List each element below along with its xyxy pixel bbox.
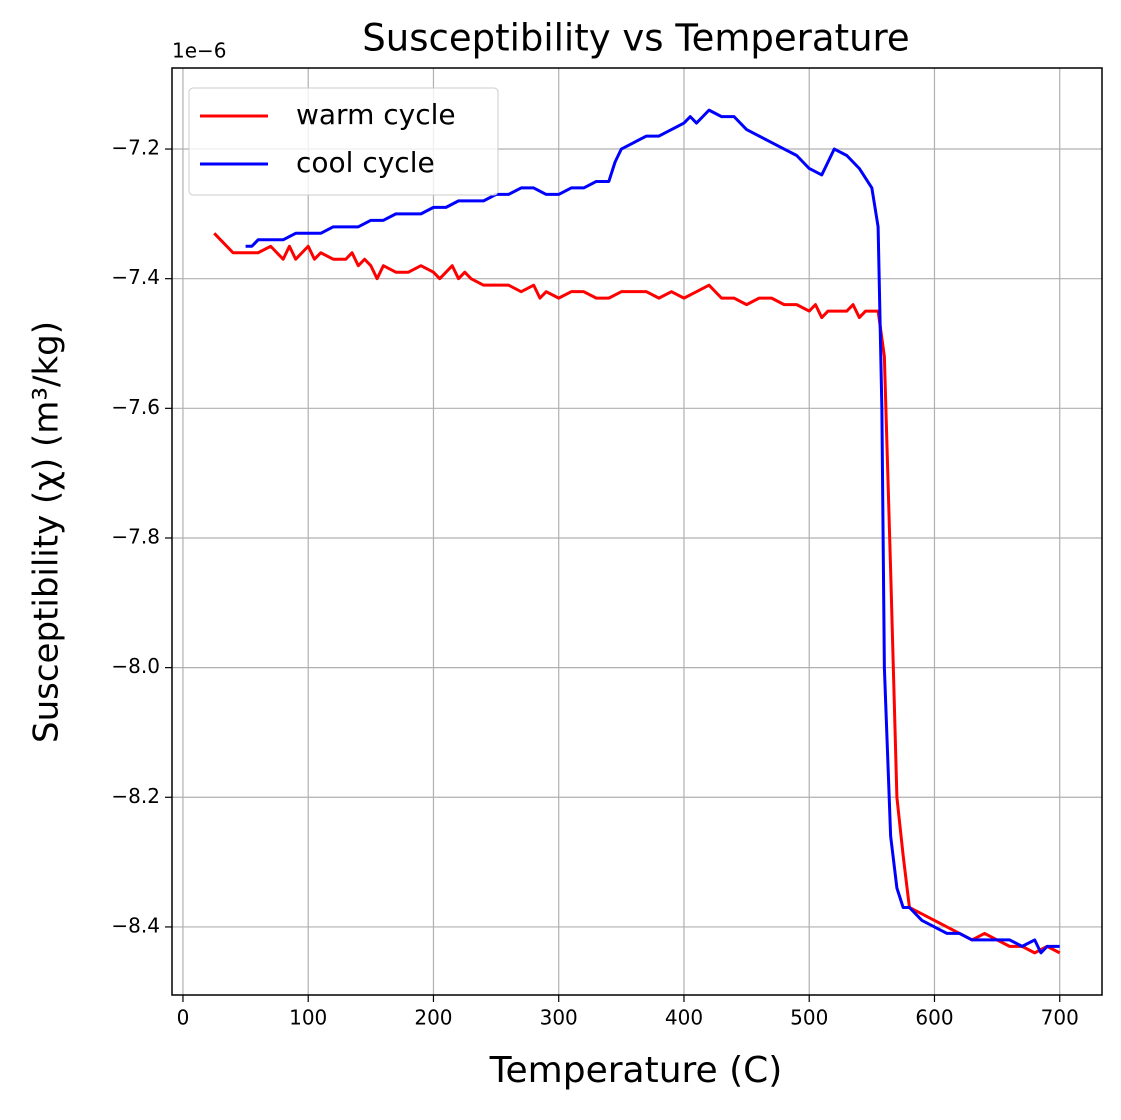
y-tick-label: −7.2 <box>111 136 160 160</box>
y-tick-label: −7.6 <box>111 395 160 419</box>
y-axis-label: Susceptibility (χ) (m³/kg) <box>27 321 67 743</box>
x-tick-label: 700 <box>1041 1006 1079 1030</box>
y-offset-label: 1e−6 <box>172 39 227 63</box>
legend-label: cool cycle <box>296 146 435 179</box>
y-tick-label: −8.2 <box>111 784 160 808</box>
chart-title: Susceptibility vs Temperature <box>362 17 909 60</box>
series-line <box>245 108 1060 955</box>
x-tick-label: 400 <box>665 1006 703 1030</box>
x-tick-label: 600 <box>915 1006 953 1030</box>
x-tick-label: 100 <box>289 1006 327 1030</box>
x-tick-label: 300 <box>540 1006 578 1030</box>
plot-lines <box>213 108 1061 955</box>
series-line <box>213 232 1061 955</box>
y-tick-label: −8.0 <box>111 654 160 678</box>
axes: 0 100 200 300 400 500 600 700 −8.4 −8.2 −8.0 −7.8 −7… <box>111 136 1078 1030</box>
x-axis-label: Temperature (C) <box>489 1050 783 1091</box>
legend-label: warm cycle <box>296 98 456 131</box>
grid <box>172 68 1102 995</box>
x-tick-label: 0 <box>177 1006 190 1030</box>
x-tick-label: 500 <box>790 1006 828 1030</box>
y-tick-label: −8.4 <box>111 913 160 937</box>
legend: warm cycle cool cycle <box>188 87 499 196</box>
y-tick-label: −7.4 <box>111 265 160 289</box>
y-tick-label: −7.8 <box>111 524 160 548</box>
plot-frame <box>171 67 1103 996</box>
x-tick-label: 200 <box>414 1006 452 1030</box>
